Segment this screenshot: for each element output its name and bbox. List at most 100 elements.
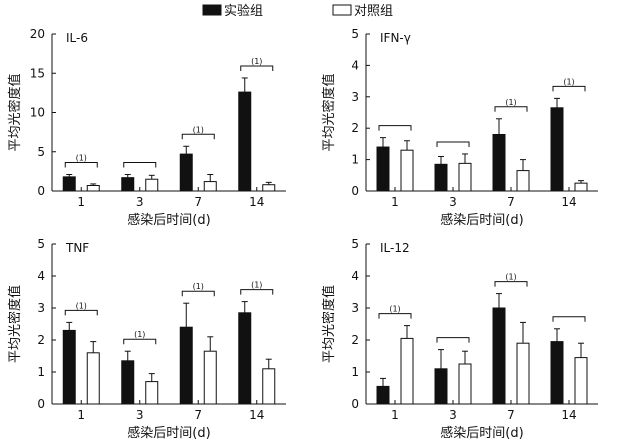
panel-title: IL-6 (66, 31, 88, 45)
bar-control-14 (262, 184, 276, 192)
x-tick-label: 14 (249, 195, 264, 209)
significance-bracket (64, 162, 98, 168)
significance-label: (1) (563, 77, 574, 86)
y-tick-label: 0 (351, 397, 359, 411)
x-tick-label: 14 (249, 408, 264, 422)
panel-title: TNF (65, 241, 89, 255)
y-axis-label: 平均光密度值 (321, 73, 337, 151)
y-tick-label: 0 (351, 184, 359, 198)
bar-experimental-7 (492, 133, 506, 192)
y-tick-label: 3 (37, 301, 45, 315)
y-tick-label: 10 (30, 106, 45, 120)
significance-bracket (552, 316, 586, 322)
bar-control-3 (458, 162, 472, 192)
x-tick-label: 3 (449, 195, 457, 209)
y-tick-label: 4 (37, 269, 45, 283)
y-tick-label: 15 (30, 66, 45, 80)
significance-bracket (181, 290, 215, 297)
significance-bracket (494, 281, 528, 287)
significance-bracket (436, 141, 470, 147)
x-tick-label: 1 (391, 195, 399, 209)
y-tick-label: 5 (37, 145, 45, 159)
y-tick-label: 4 (351, 58, 359, 72)
y-tick-label: 1 (351, 153, 359, 167)
y-tick-label: 5 (351, 237, 359, 251)
significance-bracket (378, 125, 412, 131)
bar-experimental-1 (376, 385, 390, 405)
y-tick-label: 20 (30, 27, 45, 41)
x-axis-label: 感染后时间(d) (127, 212, 210, 228)
significance-label: (1) (251, 281, 262, 290)
significance-bracket (240, 65, 274, 71)
significance-bracket (64, 309, 98, 316)
y-tick-label: 5 (37, 237, 45, 251)
y-tick-label: 2 (37, 333, 45, 347)
y-tick-label: 4 (351, 269, 359, 283)
panel-title: IFN-γ (380, 31, 411, 45)
y-tick-label: 0 (37, 184, 45, 198)
x-axis-label: 感染后时间(d) (440, 212, 523, 228)
bar-control-7 (516, 170, 530, 192)
significance-bracket (378, 313, 412, 319)
significance-bracket (552, 85, 586, 92)
y-tick-label: 2 (351, 333, 359, 347)
significance-label: (1) (505, 273, 516, 282)
bar-experimental-7 (492, 307, 506, 405)
bar-experimental-14 (550, 107, 564, 192)
x-axis-label: 感染后时间(d) (440, 425, 523, 440)
bar-experimental-7 (179, 153, 193, 192)
x-tick-label: 7 (194, 408, 202, 422)
legend-label-experimental: 实验组 (224, 3, 263, 19)
significance-label: (1) (76, 154, 87, 163)
bar-experimental-14 (238, 91, 252, 192)
significance-bracket (436, 337, 470, 343)
significance-bracket (181, 133, 215, 140)
x-tick-label: 7 (507, 195, 515, 209)
x-tick-label: 7 (194, 195, 202, 209)
bar-experimental-7 (179, 326, 193, 405)
x-axis-label: 感染后时间(d) (127, 425, 210, 440)
x-tick-label: 3 (136, 195, 144, 209)
y-tick-label: 1 (37, 365, 45, 379)
bar-control-14 (574, 357, 588, 405)
significance-label: (1) (505, 98, 516, 107)
y-axis-label: 平均光密度值 (7, 285, 23, 363)
bar-experimental-3 (121, 177, 135, 192)
significance-label: (1) (76, 301, 87, 310)
x-tick-label: 7 (507, 408, 515, 422)
bar-control-1 (400, 149, 414, 192)
significance-label: (1) (251, 57, 262, 66)
bar-control-7 (516, 342, 530, 405)
bar-experimental-3 (434, 368, 448, 405)
x-tick-label: 3 (136, 408, 144, 422)
bar-experimental-1 (62, 329, 76, 405)
y-axis-label: 平均光密度值 (321, 285, 337, 363)
bar-experimental-1 (62, 176, 76, 192)
bar-experimental-3 (434, 163, 448, 192)
y-tick-label: 3 (351, 301, 359, 315)
y-tick-label: 3 (351, 90, 359, 104)
bar-control-14 (574, 182, 588, 192)
y-tick-label: 1 (351, 365, 359, 379)
legend-label-control: 对照组 (354, 4, 393, 19)
bar-control-14 (262, 368, 276, 405)
x-tick-label: 1 (391, 408, 399, 422)
significance-label: (1) (193, 282, 204, 291)
bar-experimental-14 (550, 341, 564, 405)
significance-label: (1) (193, 125, 204, 134)
y-tick-label: 2 (351, 121, 359, 135)
significance-bracket (123, 162, 157, 168)
y-tick-label: 5 (351, 27, 359, 41)
bar-experimental-14 (238, 312, 252, 405)
bar-control-1 (400, 337, 414, 405)
bar-control-1 (86, 352, 100, 405)
x-tick-label: 1 (77, 195, 85, 209)
bar-control-1 (86, 185, 100, 192)
x-tick-label: 14 (561, 195, 576, 209)
